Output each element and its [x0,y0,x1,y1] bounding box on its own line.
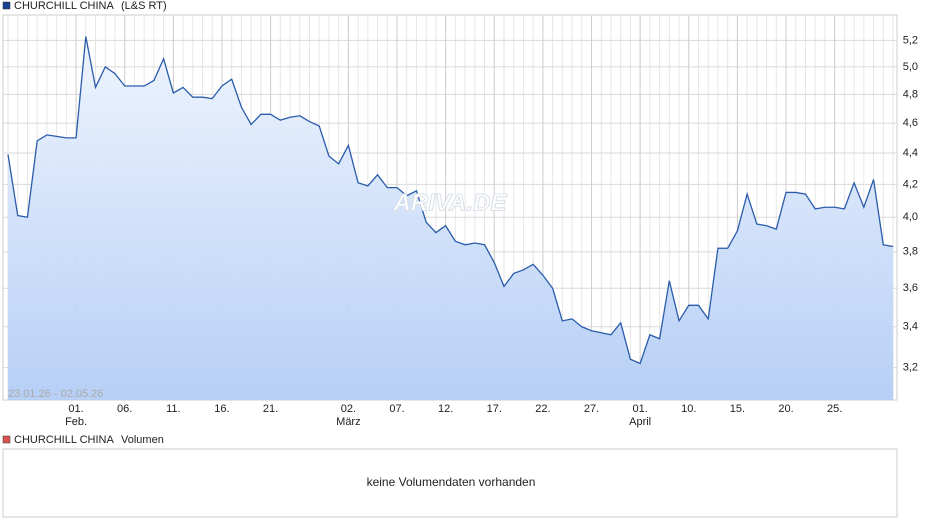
price-line [7,36,894,365]
legend-swatch [2,435,11,444]
x-tick-label: 11. [166,403,180,415]
legend-swatch [2,1,11,10]
y-tick-label: 3,8 [903,246,918,258]
x-tick-label: 17. [487,403,502,415]
chart-subtitle: (L&S RT) [121,0,167,12]
volume-label: Volumen [121,434,164,446]
volume-message: keine Volumendaten vorhanden [367,475,536,489]
x-tick-label: 20. [778,403,793,415]
chart-title: CHURCHILL CHINA [14,0,114,12]
month-label: Feb. [65,416,87,428]
y-tick-label: 4,2 [903,178,918,190]
area-fill [8,36,893,400]
x-tick-label: 22. [535,403,550,415]
y-tick-label: 3,6 [903,282,918,294]
y-tick-label: 3,2 [903,362,918,374]
x-tick-label: 02. [341,403,356,415]
month-label: März [336,416,360,428]
y-tick-label: 5,0 [903,61,918,73]
date-range: 23.01.26 - 02.05.26 [8,388,103,400]
x-tick-label: 15. [730,403,745,415]
watermark: ARIVA.DE [393,189,508,216]
volume-panel [2,448,898,518]
x-tick-label: 16. [214,403,229,415]
x-tick-label: 21. [263,403,278,415]
x-tick-label: 10. [681,403,696,415]
y-tick-label: 4,8 [903,88,918,100]
month-label: April [629,416,651,428]
x-tick-label: 01. [632,403,647,415]
volume-title: CHURCHILL CHINA [14,434,114,446]
y-tick-label: 4,4 [903,147,918,159]
x-tick-label: 12. [438,403,453,415]
x-tick-label: 27. [584,403,599,415]
x-tick-label: 07. [389,403,404,415]
y-tick-label: 4,6 [903,117,918,129]
y-tick-label: 4,0 [903,211,918,223]
y-tick-label: 5,2 [903,34,918,46]
y-tick-label: 3,4 [903,321,918,333]
x-tick-label: 01. [68,403,83,415]
x-tick-label: 25. [827,403,842,415]
x-tick-label: 06. [117,403,132,415]
